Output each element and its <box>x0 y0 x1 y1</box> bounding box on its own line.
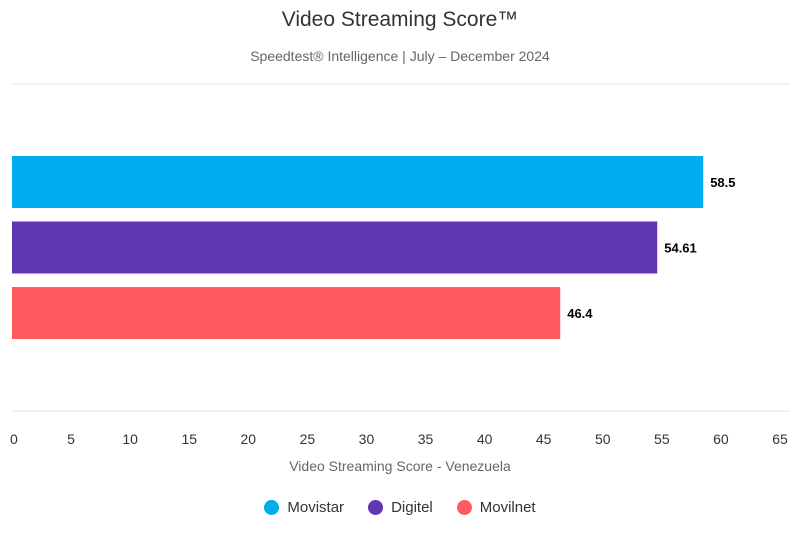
legend-item-movilnet[interactable]: Movilnet <box>456 499 536 516</box>
x-axis-title: Video Streaming Score - Venezuela <box>289 458 511 474</box>
x-tick-label: 40 <box>477 431 493 447</box>
bar-digitel[interactable] <box>12 221 658 274</box>
data-label-movilnet: 46.4 <box>567 306 593 321</box>
legend-label-movistar: Movistar <box>287 499 345 516</box>
x-tick-label: 55 <box>654 431 670 447</box>
x-tick-label: 15 <box>181 431 197 447</box>
legend-label-digitel: Digitel <box>391 499 433 516</box>
x-tick-label: 20 <box>241 431 257 447</box>
chart-title: Video Streaming Score™ <box>281 8 519 31</box>
bar-movistar[interactable] <box>12 156 704 208</box>
x-tick-label: 25 <box>300 431 316 447</box>
x-tick-label: 35 <box>418 431 434 447</box>
data-label-movistar: 58.5 <box>710 175 735 190</box>
x-tick-label: 0 <box>10 431 18 447</box>
x-tick-label: 45 <box>536 431 552 447</box>
x-tick-label: 5 <box>67 431 75 447</box>
x-tick-label: 30 <box>359 431 375 447</box>
legend-dot-digitel <box>368 500 384 515</box>
legend-item-digitel[interactable]: Digitel <box>368 499 433 516</box>
x-tick-label: 50 <box>595 431 611 447</box>
chart-legend: Movistar Digitel Movilnet <box>0 499 800 516</box>
bar-chart: 58.5 54.61 46.4 0 5 10 15 20 25 30 35 40 45 50 55 60 65 V… <box>10 83 790 474</box>
legend-label-movilnet: Movilnet <box>479 499 536 516</box>
x-tick-label: 65 <box>772 431 788 447</box>
legend-dot-movistar <box>264 500 280 515</box>
data-label-digitel: 54.61 <box>664 241 697 256</box>
chart-subtitle: Speedtest® Intelligence | July – Decembe… <box>250 48 550 64</box>
x-tick-label: 10 <box>122 431 138 447</box>
x-tick-label: 60 <box>713 431 729 447</box>
legend-item-movistar[interactable]: Movistar <box>264 499 344 516</box>
legend-dot-movilnet <box>456 500 472 515</box>
bar-movilnet[interactable] <box>12 287 561 339</box>
